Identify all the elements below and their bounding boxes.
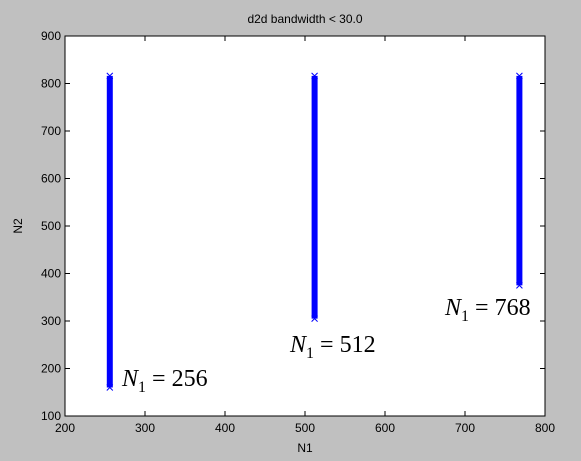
annotation-text: N1 = 512 [289,332,376,362]
x-tick-label: 800 [535,421,555,435]
annotation-relation: = [475,295,489,321]
annotation: N1 = 256 [121,366,208,396]
y-axis-label: N2 [11,218,25,234]
y-tick-label: 400 [41,267,61,281]
end-marker [106,72,114,80]
x-tick-label: 700 [455,421,475,435]
annotation-relation: = [320,332,334,358]
y-tick-label: 100 [41,409,61,423]
y-tick-label: 200 [41,362,61,376]
annotation-symbol: N [444,295,463,321]
y-tick-label: 700 [41,124,61,138]
annotation-text: N1 = 768 [444,295,531,325]
y-tick-label: 800 [41,77,61,91]
annotation-text: N1 = 256 [121,366,208,396]
annotation-symbol: N [121,366,140,392]
annotation-subscript: 1 [461,308,469,325]
annotation-value: 256 [172,366,208,392]
x-axis-label: N1 [297,441,313,455]
annotation-value: 512 [340,332,376,358]
end-marker [516,72,523,80]
y-tick-label: 500 [41,219,61,233]
y-tick-label: 600 [41,172,61,186]
end-marker [311,72,318,80]
annotation-relation: = [152,366,166,392]
annotation-symbol: N [289,332,308,358]
plot-area [64,35,546,417]
end-marker [311,315,318,322]
x-tick-label: 500 [295,421,315,435]
end-marker [106,384,114,391]
annotation-subscript: 1 [138,379,146,396]
x-tick-label: 200 [55,421,75,435]
end-marker [516,282,523,289]
y-tick-label: 900 [41,29,61,43]
annotation: N1 = 512 [289,332,376,362]
annotation-subscript: 1 [306,345,314,362]
y-tick-label: 300 [41,314,61,328]
annotation: N1 = 768 [444,295,531,325]
x-tick-label: 300 [135,421,155,435]
x-tick-label: 600 [375,421,395,435]
chart-title: d2d bandwidth < 30.0 [247,12,362,26]
annotation-value: 768 [495,295,531,321]
x-tick-label: 400 [215,421,235,435]
